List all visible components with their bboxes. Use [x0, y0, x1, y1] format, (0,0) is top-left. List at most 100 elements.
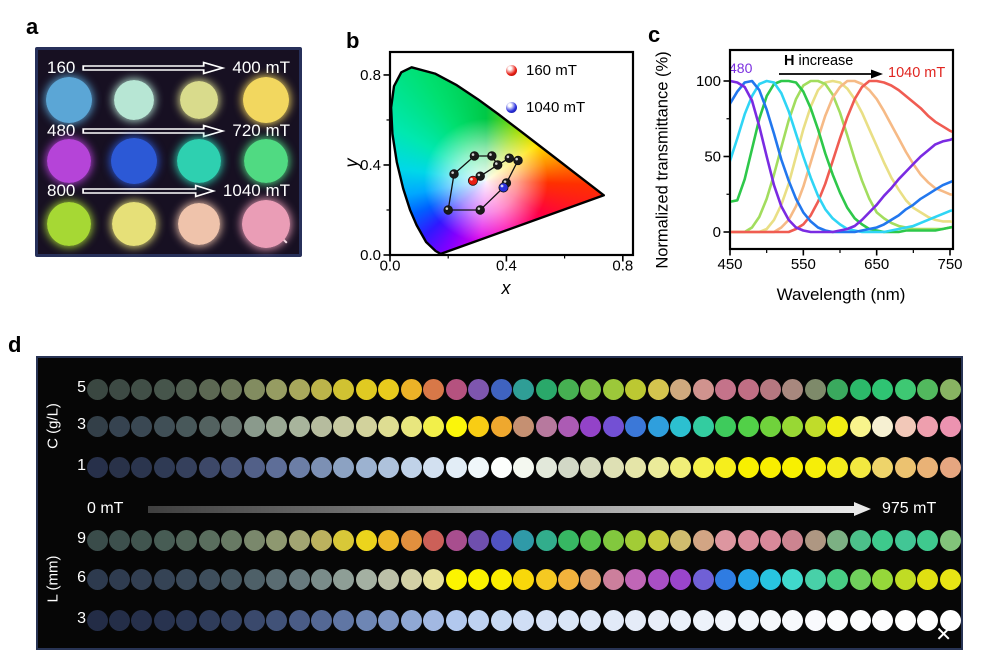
- array-dot: [423, 568, 445, 590]
- array-dot: [423, 378, 445, 400]
- black-data-point: [492, 160, 503, 170]
- array-dot: [221, 378, 243, 400]
- array-dot: [378, 415, 400, 437]
- field-sweep-arrow-head: [854, 502, 871, 516]
- array-dot: [311, 568, 332, 590]
- array-dot: [647, 609, 669, 631]
- array-dot: [490, 456, 512, 478]
- array-dot: [288, 415, 310, 437]
- array-dot: [535, 378, 557, 400]
- array-dot: [737, 378, 759, 400]
- increase-text: increase: [794, 53, 854, 69]
- array-dot: [625, 415, 647, 437]
- array-dot: [670, 609, 692, 631]
- array-dot: [692, 415, 714, 437]
- array-dot: [86, 415, 108, 437]
- sample-dot: [47, 202, 91, 246]
- array-dot: [243, 378, 265, 400]
- array-dot: [602, 378, 624, 400]
- array-dot: [221, 415, 243, 437]
- array-dot: [400, 609, 422, 631]
- array-dot: [490, 378, 512, 400]
- transmittance-curve: [731, 79, 952, 234]
- array-dot: [198, 529, 220, 551]
- array-dot: [715, 529, 737, 551]
- array-dot: [872, 529, 894, 551]
- array-dot: [400, 456, 422, 478]
- array-dot: [692, 529, 714, 551]
- legend-label: 160 mT: [526, 61, 577, 79]
- black-data-point: [513, 155, 523, 166]
- array-dot: [108, 568, 130, 590]
- array-dot: [176, 378, 198, 400]
- y-tick-label: 100: [696, 73, 721, 90]
- row-value-label: 3: [77, 610, 86, 627]
- array-dot: [602, 415, 624, 437]
- array-dot: [378, 529, 400, 551]
- array-dot: [939, 456, 961, 478]
- array-dot: [737, 568, 759, 590]
- array-dot: [535, 609, 557, 631]
- array-dot: [513, 529, 535, 551]
- y-tick-label: 0: [713, 224, 721, 241]
- blue-1040mT-point-highlight: [500, 184, 504, 188]
- sample-dot: [111, 138, 157, 184]
- array-dot: [243, 529, 265, 551]
- array-dot: [490, 529, 512, 551]
- sample-dot: [177, 139, 221, 183]
- array-dot: [378, 609, 400, 631]
- black-data-point-highlight: [471, 153, 475, 156]
- cie-legend: 160 mT 1040 mT: [506, 62, 585, 136]
- array-dot: [221, 568, 243, 590]
- array-dot: [243, 609, 265, 631]
- array-dot: [108, 529, 130, 551]
- array-dot: [445, 378, 467, 400]
- black-data-point: [443, 205, 453, 215]
- array-dot: [625, 568, 647, 590]
- array-dot: [333, 415, 355, 437]
- array-dot: [917, 456, 939, 478]
- array-dot: [602, 529, 624, 551]
- x-tick-label: 750: [937, 256, 962, 269]
- red-160mT-point: [467, 175, 478, 186]
- array-dot: [737, 415, 759, 437]
- array-dot: [266, 378, 288, 400]
- array-dot: [625, 529, 647, 551]
- array-dot: [557, 609, 579, 631]
- array-dot: [535, 529, 557, 551]
- y-tick-label: 50: [704, 149, 721, 166]
- array-dot: [557, 378, 579, 400]
- array-dot: [804, 415, 826, 437]
- array-dot: [939, 378, 961, 400]
- array-dot: [243, 456, 265, 478]
- array-dot: [535, 568, 557, 590]
- array-dot: [715, 378, 737, 400]
- array-dot: [737, 456, 759, 478]
- array-dot: [939, 415, 961, 437]
- path: [82, 184, 217, 198]
- black-data-point-highlight: [489, 153, 492, 156]
- array-dot: [647, 378, 669, 400]
- array-dot: [131, 378, 153, 400]
- b-x-axis-label: x: [501, 278, 511, 298]
- spectra-plot: 450 550 650 750 0 50 100: [696, 48, 963, 269]
- sample-dot: [47, 139, 91, 183]
- legend-dot-red: [506, 64, 517, 76]
- panel-c-spectra-chart: 480 H increase 1040 mT 450 550 650 750 0 50 10…: [645, 15, 986, 315]
- array-dot: [647, 568, 669, 590]
- field-end-label: 400 mT: [232, 58, 290, 77]
- black-data-point: [469, 151, 480, 161]
- legend-item-160mT: 160 mT: [506, 61, 585, 79]
- array-dot: [715, 456, 737, 478]
- field-range-row: 800 1040 mT: [38, 181, 299, 201]
- array-dot: [580, 456, 602, 478]
- array-dot: [804, 568, 826, 590]
- array-dot: [939, 609, 961, 631]
- array-dot: [266, 529, 288, 551]
- sample-dot: [178, 203, 220, 245]
- array-dot: [580, 568, 602, 590]
- sample-dot: [46, 77, 92, 123]
- array-dot: [692, 378, 714, 400]
- end-field-annotation: 1040 mT: [888, 65, 946, 81]
- array-dot: [602, 568, 624, 590]
